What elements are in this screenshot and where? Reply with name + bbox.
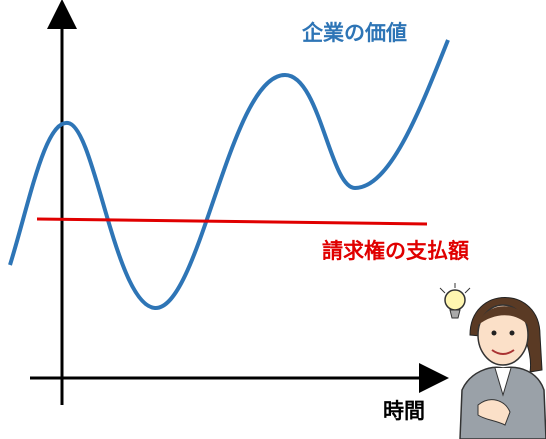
value-curve [8,39,450,311]
time-label: 時間 [383,399,425,423]
claim-line [36,217,428,226]
claim-label: 請求権の支払額 [322,239,469,263]
value-label: 企業の価値 [301,21,407,45]
person-illustration [439,283,546,439]
